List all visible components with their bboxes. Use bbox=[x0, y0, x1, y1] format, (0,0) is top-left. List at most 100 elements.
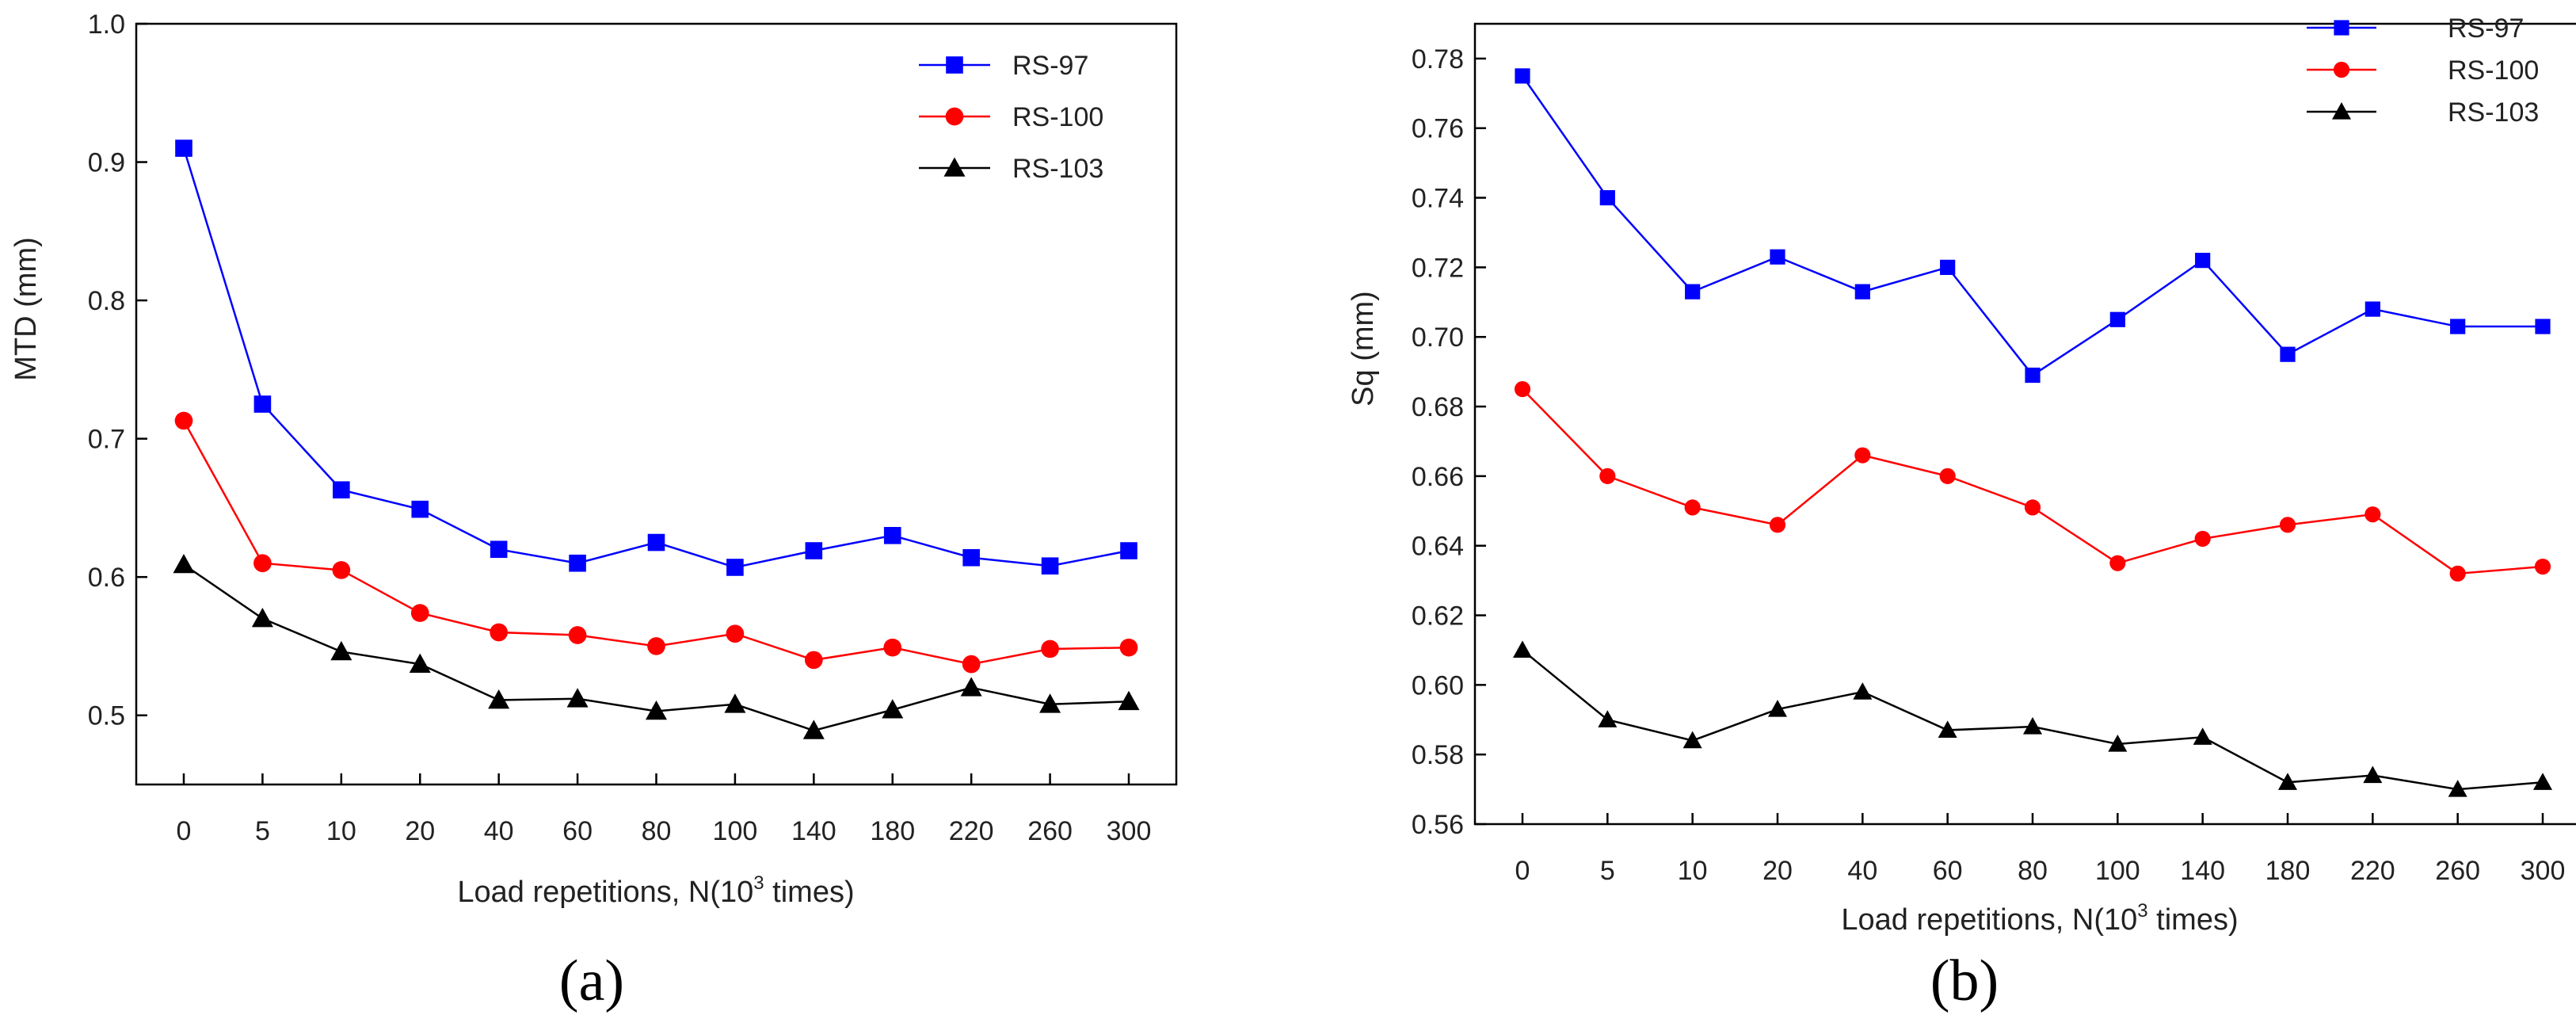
chart-a-legend-marker bbox=[943, 157, 966, 177]
chart-b-frame bbox=[1473, 22, 2576, 826]
chart-b-data-point bbox=[1940, 259, 1956, 275]
chart-b-x-tick-label: 80 bbox=[2018, 856, 2048, 886]
chart-b-y-tick-label: 0.72 bbox=[1412, 253, 1464, 283]
chart-a-x-tick-label: 10 bbox=[326, 816, 356, 846]
chart-a-x-tick-label: 100 bbox=[713, 816, 758, 846]
chart-b-data-point bbox=[1769, 517, 1786, 533]
chart-b-data-point bbox=[2108, 735, 2128, 752]
chart-b-data-point bbox=[2024, 499, 2041, 516]
chart-a-series-RS-103 bbox=[173, 553, 1140, 739]
chart-a-data-point bbox=[805, 542, 823, 559]
chart-a-x-tick-label: 260 bbox=[1027, 816, 1073, 846]
chart-a-data-point bbox=[883, 527, 901, 544]
chart-b-legend-entry: RS-97 bbox=[2307, 13, 2524, 44]
chart-a-data-point bbox=[490, 540, 508, 559]
chart-b-x-tick-label: 60 bbox=[1933, 856, 1963, 886]
chart-b-data-point bbox=[2109, 311, 2125, 327]
chart-a-y-tick-label: 0.9 bbox=[88, 148, 125, 178]
chart-b-data-point bbox=[1854, 284, 1870, 300]
chart-a-x-tick-label: 0 bbox=[177, 816, 192, 846]
chart-b-data-point bbox=[2363, 765, 2383, 784]
chart-a-y-tick-label: 0.6 bbox=[88, 563, 125, 593]
chart-a-data-point bbox=[1041, 639, 1059, 658]
chart-a-x-tick-label: 300 bbox=[1107, 816, 1152, 846]
chart-b-x-tick-label: 220 bbox=[2350, 856, 2395, 886]
chart-a-data-point bbox=[962, 655, 981, 674]
chart-b-series-RS-100 bbox=[1514, 381, 2551, 582]
chart-b-data-point bbox=[1682, 731, 1702, 749]
chart-a-legend-label: RS-103 bbox=[1012, 154, 1103, 184]
chart-b-data-point bbox=[2449, 565, 2466, 582]
chart-b-data-point bbox=[1938, 720, 1957, 739]
chart-b-y-tick-label: 0.76 bbox=[1412, 114, 1464, 144]
chart-b-y-tick-label: 0.58 bbox=[1412, 740, 1464, 770]
chart-b-x-tick-label: 5 bbox=[1600, 856, 1615, 886]
chart-b-y-tick-label: 0.74 bbox=[1412, 184, 1464, 214]
chart-b-series-line bbox=[1521, 75, 2543, 377]
chart-b-data-point bbox=[1599, 189, 1615, 206]
chart-a-data-point bbox=[726, 624, 745, 643]
chart-b-data-point bbox=[1514, 381, 1531, 398]
chart-a-data-point bbox=[960, 677, 982, 697]
chart-a-legend-label: RS-97 bbox=[1012, 51, 1088, 81]
chart-a-data-point bbox=[490, 623, 509, 642]
chart-b-legend-marker bbox=[2333, 61, 2350, 78]
chart-a-data-point bbox=[175, 139, 192, 157]
chart-a-y-tick-label: 0.7 bbox=[88, 425, 125, 455]
chart-b-panel-label: (b) bbox=[1930, 949, 1999, 1013]
chart-b-y-tick-label: 0.60 bbox=[1412, 670, 1464, 700]
chart-b-y-tick-label: 0.68 bbox=[1412, 392, 1464, 422]
chart-a-x-tick-label: 80 bbox=[642, 816, 672, 846]
chart-b-data-point bbox=[1515, 68, 1530, 84]
chart-b-data-point bbox=[2534, 558, 2551, 575]
chart-a-data-point bbox=[330, 640, 352, 661]
chart-a-legend-marker bbox=[945, 107, 964, 126]
chart-b-data-point bbox=[2279, 517, 2296, 533]
chart-b-y-tick-label: 0.70 bbox=[1412, 323, 1464, 353]
chart-a-data-point bbox=[724, 693, 746, 713]
chart-a-series-RS-97 bbox=[175, 139, 1137, 576]
chart-a-x-axis-title-tail: times) bbox=[764, 876, 855, 909]
chart-a-x-tick-label: 20 bbox=[405, 816, 435, 846]
chart-a-x-axis-title-main: Load repetitions, N(10 bbox=[457, 876, 753, 909]
chart-b-data-point bbox=[2365, 301, 2380, 317]
chart-a-data-point bbox=[251, 608, 273, 628]
chart-b-data-point bbox=[1853, 682, 1873, 700]
chart-a-data-point bbox=[253, 554, 272, 573]
chart-a-x-tick-label: 40 bbox=[484, 816, 514, 846]
chart-b-x-tick-label: 260 bbox=[2435, 856, 2480, 886]
chart-a-data-point bbox=[253, 395, 272, 413]
chart-a-legend-marker bbox=[946, 56, 963, 74]
chart-b-data-point bbox=[2109, 555, 2126, 571]
chart-a-series-RS-100 bbox=[174, 411, 1138, 674]
chart-b-data-point bbox=[1939, 468, 1956, 484]
chart-a-legend-entry: RS-103 bbox=[919, 154, 1103, 184]
chart-b-x-axis-title: Load repetitions, N(103 times) bbox=[1841, 900, 2238, 937]
chart-a-panel-label: (a) bbox=[559, 949, 624, 1013]
chart-a-data-point bbox=[173, 553, 195, 574]
chart-b-data-point bbox=[1685, 284, 1701, 300]
chart-a-data-point bbox=[1118, 690, 1140, 711]
chart-a-data-point bbox=[962, 548, 980, 567]
chart-a-data-point bbox=[1119, 638, 1138, 657]
chart-b-x-tick-label: 180 bbox=[2265, 856, 2311, 886]
chart-a-legend-label: RS-100 bbox=[1012, 102, 1103, 132]
chart-a-data-point bbox=[802, 720, 825, 739]
chart-b-legend-label: RS-97 bbox=[2448, 13, 2524, 44]
chart-a-x-tick-label: 180 bbox=[870, 816, 915, 846]
chart-b-data-point bbox=[1768, 700, 1787, 717]
chart-b-series-line bbox=[1522, 388, 2544, 575]
chart-b-x-axis-title-main: Load repetitions, N(10 bbox=[1841, 903, 2137, 937]
chart-b-data-point bbox=[1599, 468, 1616, 484]
chart-a-y-tick-label: 0.8 bbox=[88, 286, 125, 316]
chart-a-data-point bbox=[647, 637, 665, 655]
chart-b-data-point bbox=[2448, 780, 2467, 797]
chart-b-data-point bbox=[2023, 717, 2042, 735]
chart-a-data-point bbox=[174, 411, 193, 430]
chart-b-y-tick-label: 0.78 bbox=[1412, 44, 1464, 74]
chart-b-data-point bbox=[1598, 710, 1618, 727]
chart-b-y-tick-label: 0.66 bbox=[1412, 462, 1464, 492]
chart-b-data-point bbox=[2025, 367, 2041, 384]
chart-b-data-point bbox=[2193, 727, 2212, 745]
